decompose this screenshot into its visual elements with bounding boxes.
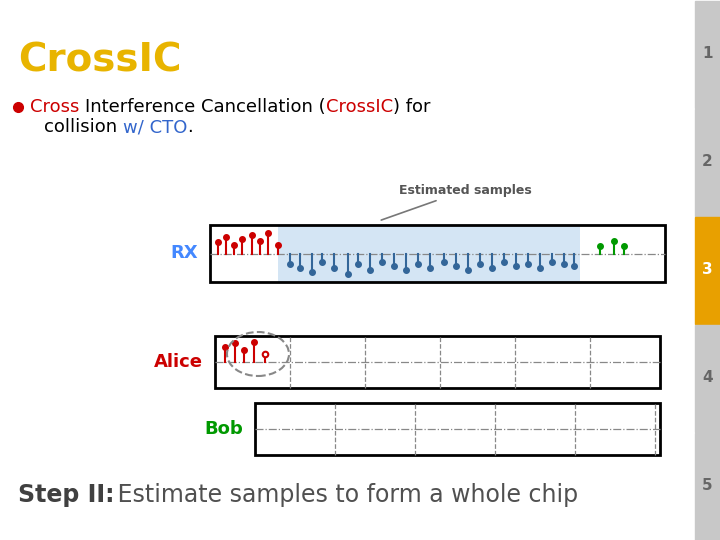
Bar (695, 217, 720, 324)
Text: 1: 1 (702, 46, 713, 62)
Text: Step II:: Step II: (18, 483, 114, 507)
Bar (255, 403, 660, 455)
Text: Estimate samples to form a whole chip: Estimate samples to form a whole chip (110, 483, 578, 507)
Text: collision: collision (44, 118, 123, 136)
Text: CrossIC: CrossIC (18, 42, 181, 80)
Bar (695, 1, 720, 108)
Text: 5: 5 (702, 478, 713, 494)
Text: Cancellation (: Cancellation ( (201, 98, 325, 116)
Bar (695, 433, 720, 540)
Text: Estimated samples: Estimated samples (381, 184, 531, 220)
Bar (695, 325, 720, 432)
Text: .: . (187, 118, 193, 136)
Text: 4: 4 (702, 370, 713, 386)
Text: Cross: Cross (30, 98, 85, 116)
Text: RX: RX (171, 245, 198, 262)
Text: Bob: Bob (204, 420, 243, 438)
Text: CrossIC: CrossIC (325, 98, 393, 116)
Bar (695, 109, 720, 216)
Text: ) for: ) for (393, 98, 431, 116)
Text: Interference: Interference (85, 98, 201, 116)
Bar (278, 225, 580, 282)
Text: 2: 2 (702, 154, 713, 170)
Bar (215, 336, 660, 388)
Text: w/ CTO: w/ CTO (123, 118, 187, 136)
Text: Alice: Alice (154, 353, 203, 371)
Bar (210, 225, 665, 282)
Text: 3: 3 (702, 262, 713, 278)
